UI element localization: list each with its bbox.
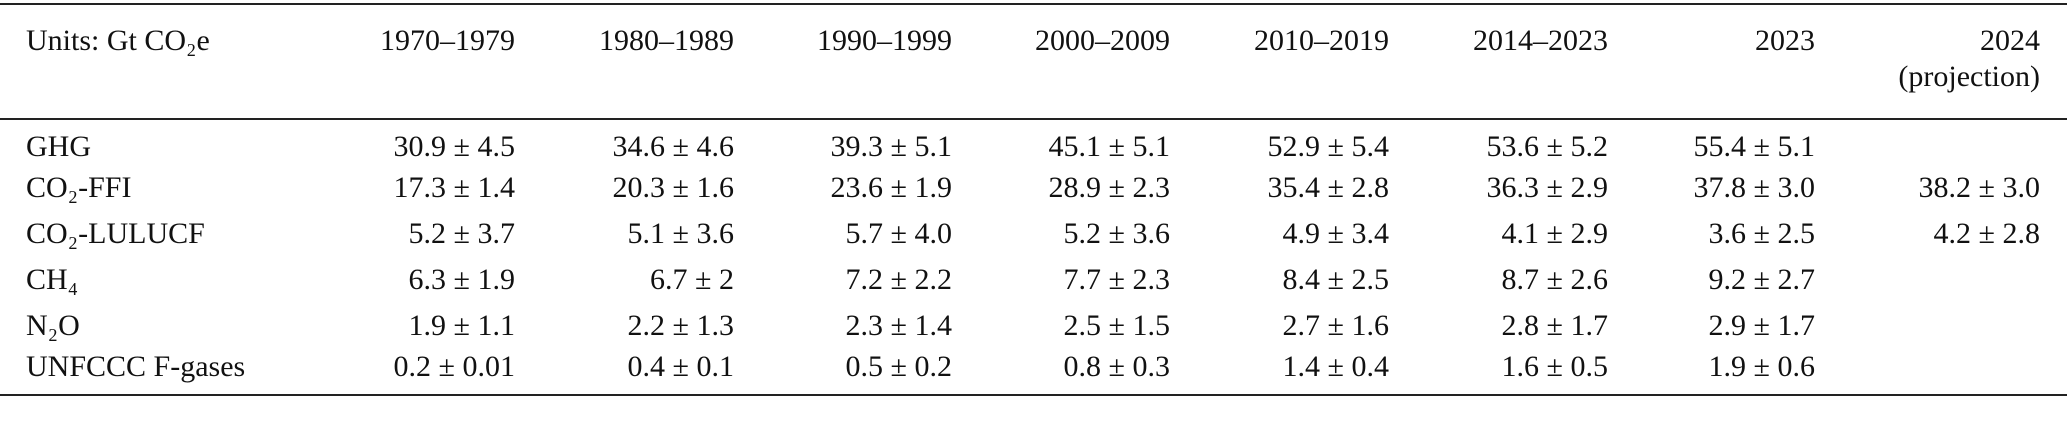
column-header: 1980–1989 (599, 24, 734, 57)
table-row: GHG 30.9 ± 4.5 34.6 ± 4.6 39.3 ± 5.1 45.1 ± … (0, 119, 2067, 165)
table-cell (1830, 257, 2067, 303)
table-cell: 36.3 ± 2.9 (1486, 171, 1608, 204)
table-cell: 1.6 ± 0.5 (1501, 349, 1608, 383)
header-row: Units: Gt CO₂e 1970–1979 1980–1989 1990–199… (0, 4, 2067, 119)
row-label: CO₂-FFI (26, 171, 132, 204)
table-cell: 2.9 ± 1.7 (1708, 309, 1815, 342)
table-cell: 3.6 ± 2.5 (1708, 217, 1815, 250)
table-cell: 5.7 ± 4.0 (845, 217, 952, 250)
row-label: GHG (26, 129, 91, 163)
column-header: 2000–2009 (1035, 24, 1170, 57)
table-cell (1830, 119, 2067, 165)
table-cell: 35.4 ± 2.8 (1267, 171, 1389, 204)
column-header: 2014–2023 (1473, 24, 1608, 57)
table-cell: 55.4 ± 5.1 (1693, 129, 1815, 163)
column-header: 2023 (1755, 24, 1815, 57)
table-cell: 53.6 ± 5.2 (1486, 129, 1608, 163)
table-cell: 23.6 ± 1.9 (830, 171, 952, 204)
table-cell: 39.3 ± 5.1 (830, 129, 952, 163)
table-cell: 17.3 ± 1.4 (393, 171, 515, 204)
table-cell: 2.7 ± 1.6 (1282, 309, 1389, 342)
table-cell: 6.7 ± 2 (650, 263, 734, 296)
table-row: CH₄ 6.3 ± 1.9 6.7 ± 2 7.2 ± 2.2 7.7 ± 2.3 8.4… (0, 257, 2067, 303)
table-cell: 5.2 ± 3.6 (1063, 217, 1170, 250)
column-header: Units: Gt CO₂e (26, 24, 210, 57)
table-cell: 1.4 ± 0.4 (1282, 349, 1389, 383)
table-cell: 45.1 ± 5.1 (1048, 129, 1170, 163)
row-label: CH₄ (26, 263, 79, 296)
table-cell: 6.3 ± 1.9 (408, 263, 515, 296)
row-label: CO₂-LULUCF (26, 217, 205, 250)
row-label: UNFCCC F-gases (26, 349, 246, 383)
table-cell: 0.5 ± 0.2 (845, 349, 952, 383)
table-cell: 1.9 ± 0.6 (1708, 349, 1815, 383)
table-cell (1830, 349, 2067, 395)
table-cell: 0.4 ± 0.1 (627, 349, 734, 383)
table-cell: 9.2 ± 2.7 (1708, 263, 1815, 296)
table-cell: 4.9 ± 3.4 (1282, 217, 1389, 250)
table-row: N₂O 1.9 ± 1.1 2.2 ± 1.3 2.3 ± 1.4 2.5 ± 1.5 2… (0, 303, 2067, 349)
table-row: CO₂-FFI 17.3 ± 1.4 20.3 ± 1.6 23.6 ± 1.9 28.… (0, 165, 2067, 211)
table-cell: 52.9 ± 5.4 (1267, 129, 1389, 163)
table-cell: 37.8 ± 3.0 (1693, 171, 1815, 204)
column-header: 2024 (projection) (1898, 24, 2040, 93)
page: Units: Gt CO₂e 1970–1979 1980–1989 1990–199… (0, 3, 2067, 422)
emissions-table: Units: Gt CO₂e 1970–1979 1980–1989 1990–199… (0, 3, 2067, 396)
table-cell: 8.7 ± 2.6 (1501, 263, 1608, 296)
table-cell (1830, 303, 2067, 349)
table-cell: 38.2 ± 3.0 (1918, 171, 2040, 204)
table-cell: 2.2 ± 1.3 (627, 309, 734, 342)
row-label: N₂O (26, 309, 80, 342)
table-body: GHG 30.9 ± 4.5 34.6 ± 4.6 39.3 ± 5.1 45.1 ± … (0, 119, 2067, 395)
table-cell: 2.8 ± 1.7 (1501, 309, 1608, 342)
table-cell: 30.9 ± 4.5 (393, 129, 515, 163)
column-header: 1970–1979 (380, 24, 515, 57)
table-cell: 0.8 ± 0.3 (1063, 349, 1170, 383)
table-cell: 5.1 ± 3.6 (627, 217, 734, 250)
table-cell: 4.2 ± 2.8 (1933, 217, 2040, 250)
column-header: 1990–1999 (817, 24, 952, 57)
table-cell: 28.9 ± 2.3 (1048, 171, 1170, 204)
table-cell: 34.6 ± 4.6 (612, 129, 734, 163)
column-header: 2010–2019 (1254, 24, 1389, 57)
table-cell: 7.7 ± 2.3 (1063, 263, 1170, 296)
table-cell: 0.2 ± 0.01 (393, 349, 515, 383)
table-cell: 1.9 ± 1.1 (408, 309, 515, 342)
table-row: UNFCCC F-gases 0.2 ± 0.01 0.4 ± 0.1 0.5 ± 0… (0, 349, 2067, 395)
table-cell: 5.2 ± 3.7 (408, 217, 515, 250)
table-cell: 8.4 ± 2.5 (1282, 263, 1389, 296)
table-cell: 20.3 ± 1.6 (612, 171, 734, 204)
table-cell: 2.5 ± 1.5 (1063, 309, 1170, 342)
table-header: Units: Gt CO₂e 1970–1979 1980–1989 1990–199… (0, 4, 2067, 119)
table-cell: 4.1 ± 2.9 (1501, 217, 1608, 250)
table-row: CO₂-LULUCF 5.2 ± 3.7 5.1 ± 3.6 5.7 ± 4.0 5.2… (0, 211, 2067, 257)
table-cell: 2.3 ± 1.4 (845, 309, 952, 342)
table-cell: 7.2 ± 2.2 (845, 263, 952, 296)
